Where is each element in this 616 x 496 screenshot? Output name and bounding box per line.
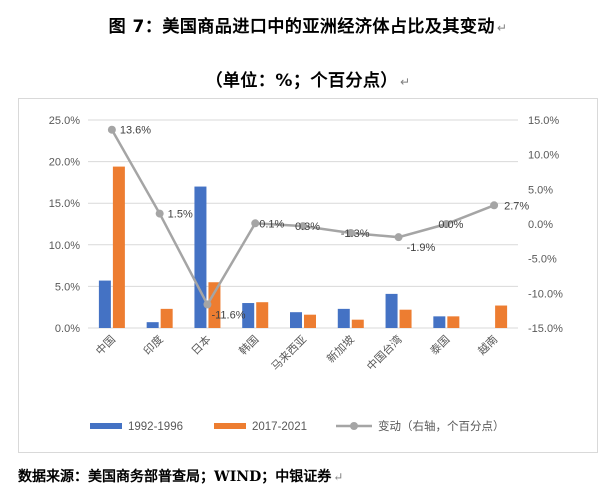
y-left-tick-label: 25.0% [49,115,80,127]
y-right-tick-label: 10.0% [528,150,559,162]
x-tick-label: 印度 [140,332,165,357]
change-data-label: 0.0% [438,219,463,231]
change-point-中国台湾 [394,233,403,242]
change-data-label: 0.3% [295,221,320,233]
bar-2017-2021-新加坡 [351,319,364,328]
bar-2017-2021-中国台湾 [399,309,412,328]
bar-1992-1996-中国 [98,280,111,328]
x-tick-label: 泰国 [427,332,452,357]
bar-1992-1996-韩国 [242,303,255,328]
combo-chart: 0.0% 5.0% 10.0% 15.0% 20.0% 25.0% -15.0% -10.0%… [49,115,563,433]
change-point-韩国 [251,219,260,228]
source-note: 数据来源：美国商务部普查局；WIND；中银证券 ↵ [18,469,344,485]
bar-2017-2021-中国 [112,166,125,328]
y-left-tick-label: 10.0% [49,240,80,252]
bar-2017-2021-马来西亚 [304,314,316,328]
x-tick-label: 马来西亚 [269,333,309,373]
bar-1992-1996-日本 [194,186,207,328]
change-data-label: 1.5% [168,209,193,221]
bar-1992-1996-泰国 [433,316,446,328]
bar-2017-2021-越南 [495,305,508,328]
change-point-中国 [107,125,116,134]
x-tick-label: 越南 [475,332,500,357]
bar-2017-2021-泰国 [447,316,460,328]
y-right-tick-label: 0.0% [528,219,553,231]
change-point-马来西亚 [299,222,307,231]
legend-swatch-2017-2021 [214,423,246,429]
change-data-label: 0.1% [259,218,284,230]
bar-2017-2021-日本 [208,282,221,328]
change-data-label: -1.9% [407,242,436,254]
x-tick-label: 日本 [188,332,213,357]
change-point-日本 [203,300,212,309]
change-point-印度 [155,209,164,218]
x-tick-label: 新加坡 [324,332,357,365]
bar-1992-1996-新加坡 [337,308,350,328]
change-data-label: 13.6% [120,125,151,137]
y-left-tick-label: 15.0% [49,198,80,210]
y-right-tick-label: -5.0% [528,254,557,266]
change-point-越南 [490,201,499,210]
legend-marker-change [350,422,358,430]
chart-title: 图 7：美国商品进口中的亚洲经济体占比及其变动 ↵ [108,17,508,37]
change-data-label: 2.7% [504,200,529,212]
y-right-tick-label: 5.0% [528,184,553,196]
legend-label: 2017-2021 [252,421,307,433]
y-left-tick-label: 0.0% [55,323,80,335]
legend-label: 变动（右轴，个百分点） [378,419,505,433]
legend-swatch-1992-1996 [90,423,122,429]
y-right-tick-label: -10.0% [528,288,563,300]
legend-label: 1992-1996 [128,421,183,433]
bar-1992-1996-印度 [146,322,159,328]
bar-2017-2021-印度 [160,308,173,328]
y-left-tick-label: 5.0% [55,281,80,293]
y-left-tick-label: 20.0% [49,157,80,169]
y-right-tick-label: -15.0% [528,323,563,335]
change-data-label: -11.6% [211,309,245,321]
y-right-tick-label: 15.0% [528,115,559,127]
bar-1992-1996-马来西亚 [290,312,302,328]
x-tick-label: 中国 [93,333,118,358]
change-point-新加坡 [346,229,355,238]
bar-2017-2021-韩国 [256,302,269,328]
chart-subtitle: （单位：%；个百分点） ↵ [205,71,411,91]
change-data-label: -1.3% [341,228,370,240]
x-tick-label: 韩国 [236,332,261,357]
x-tick-label: 中国台湾 [364,332,405,373]
change-point-泰国 [442,220,451,228]
bar-1992-1996-中国台湾 [385,293,398,328]
